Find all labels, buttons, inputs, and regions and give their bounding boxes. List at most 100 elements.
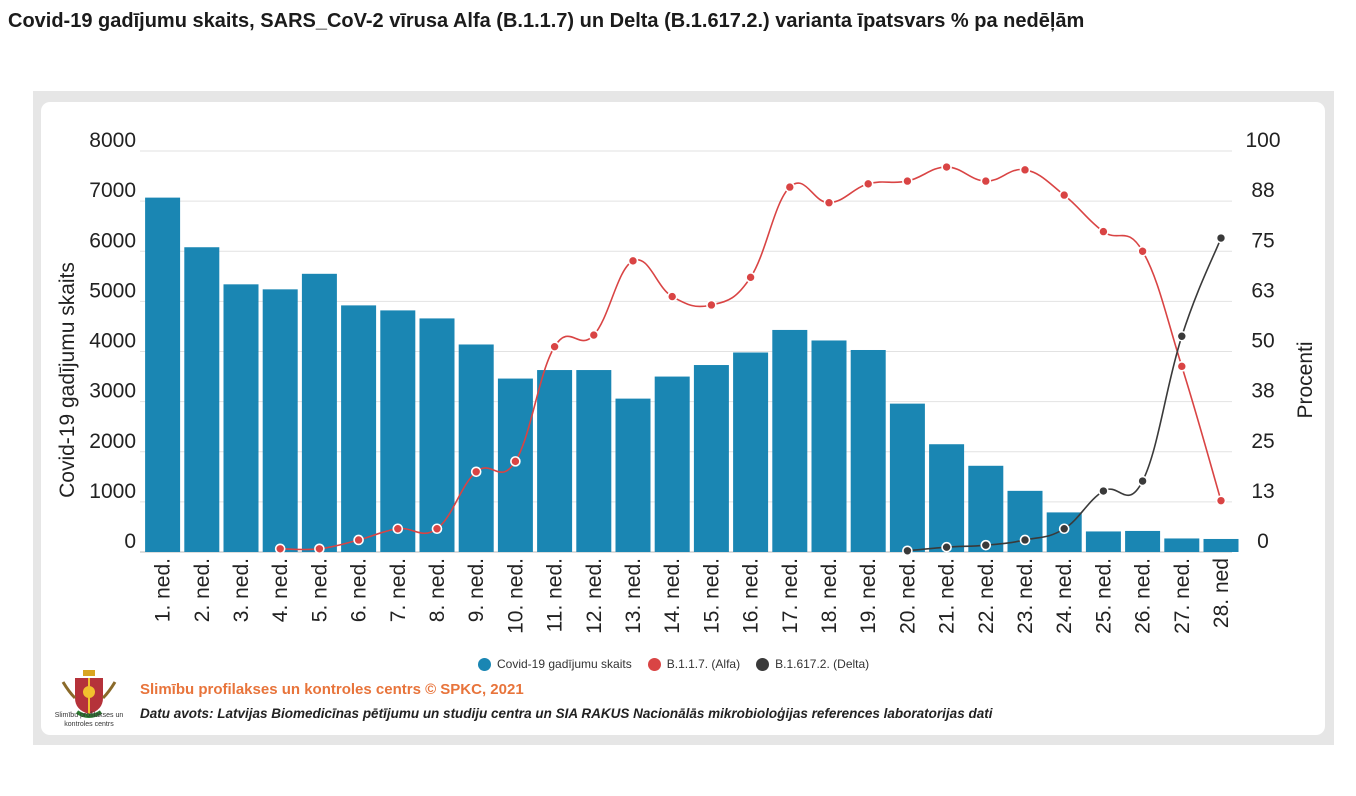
page-title: Covid-19 gadījumu skaits, SARS_CoV-2 vīr… (8, 10, 1085, 32)
bar (576, 370, 612, 552)
spkc-coat-of-arms-logo (61, 670, 117, 718)
alfa-point (1215, 495, 1227, 506)
category-label: 9. ned. (465, 558, 488, 622)
left-tick-label: 0 (124, 530, 136, 553)
left-tick-label: 2000 (89, 430, 136, 453)
right-axis-title: Procenti (1294, 341, 1317, 418)
bar (733, 352, 769, 552)
bar (811, 340, 847, 552)
right-tick-label: 75 (1251, 229, 1274, 252)
alfa-point (980, 175, 992, 187)
category-label: 17. ned. (779, 558, 802, 634)
legend-label-delta: B.1.617.2. (Delta) (775, 657, 870, 671)
bar (380, 310, 416, 552)
left-tick-label: 7000 (89, 179, 136, 202)
legend-marker-delta (756, 657, 770, 671)
left-axis-ticks: 8000 7000 6000 5000 4000 3000 2000 1000 0 (89, 129, 136, 553)
right-tick-label: 0 (1257, 530, 1269, 553)
left-tick-label: 5000 (89, 279, 136, 302)
alfa-point (274, 543, 286, 555)
left-tick-label: 8000 (89, 129, 136, 152)
legend: Covid-19 gadījumu skaits B.1.1.7. (Alfa)… (478, 657, 875, 671)
alfa-point (353, 534, 364, 546)
right-axis-ticks: 100 88 75 63 50 38 25 13 0 (1245, 129, 1280, 553)
category-label: 15. ned. (700, 558, 723, 634)
bar (654, 376, 690, 552)
alfa-point (862, 178, 874, 190)
delta-point (902, 545, 913, 557)
bar (693, 365, 729, 552)
bar (889, 403, 925, 552)
bar (1085, 531, 1121, 552)
category-label: 8. ned. (426, 558, 449, 622)
category-label: 26. ned. (1132, 558, 1155, 634)
right-tick-label: 25 (1251, 430, 1274, 453)
category-label: 18. ned. (818, 558, 841, 634)
category-label: 20. ned. (896, 558, 919, 634)
left-tick-label: 3000 (89, 380, 136, 403)
legend-marker-cases (478, 657, 491, 671)
alfa-point (941, 161, 952, 173)
bar (537, 370, 573, 552)
bar (929, 444, 965, 552)
delta-point (980, 539, 992, 551)
category-label: 11. ned. (544, 558, 567, 632)
category-label: 1. ned. (152, 558, 175, 622)
delta-line (907, 237, 1222, 552)
alfa-point (1019, 164, 1031, 176)
category-label: 5. ned. (308, 558, 331, 622)
category-label: 21. ned. (936, 558, 959, 634)
right-tick-label: 63 (1251, 279, 1274, 302)
delta-point (1137, 475, 1148, 487)
right-tick-label: 13 (1251, 480, 1274, 503)
bar (968, 465, 1004, 552)
legend-item-cases[interactable]: Covid-19 gadījumu skaits (478, 657, 632, 671)
legend-label-cases: Covid-19 gadījumu skaits (497, 657, 632, 671)
legend-item-alfa[interactable]: B.1.1.7. (Alfa) (647, 657, 741, 671)
delta-point (1098, 485, 1109, 497)
source-organization: Slimību profilakses un kontroles centrs … (140, 681, 524, 698)
category-label: 12. ned. (583, 558, 606, 634)
bar (223, 284, 259, 552)
delta-point (1215, 232, 1227, 244)
category-label: 4. ned. (269, 558, 292, 622)
bar (1203, 538, 1239, 552)
legend-item-delta[interactable]: B.1.617.2. (Delta) (756, 657, 869, 671)
alfa-point (706, 299, 717, 311)
alfa-point (823, 197, 835, 209)
category-labels: 1. ned. 2. ned. 3. ned. 4. ned. 5. ned. 6. ne… (152, 558, 1233, 634)
alfa-point (431, 523, 443, 535)
bar (850, 349, 886, 552)
category-label: 16. ned. (740, 558, 763, 634)
bar (184, 247, 220, 553)
category-label: 13. ned. (622, 558, 645, 634)
category-label: 28. ned (1210, 558, 1233, 628)
right-tick-label: 88 (1251, 179, 1274, 202)
delta-point (941, 541, 952, 553)
alfa-point (627, 255, 639, 267)
alfa-point (549, 341, 560, 352)
logo-caption: Slimību profilakses un kontroles centrs (54, 712, 124, 728)
category-label: 2. ned. (191, 558, 214, 622)
alfa-point (784, 181, 796, 193)
delta-point (1058, 523, 1070, 535)
legend-marker-alfa (647, 657, 661, 671)
category-label: 22. ned. (975, 558, 998, 634)
right-tick-label: 50 (1251, 330, 1274, 353)
legend-label-alfa: B.1.1.7. (Alfa) (666, 657, 741, 671)
data-source-note: Datu avots: Latvijas Biomedicīnas pētīju… (140, 706, 993, 721)
alfa-point (902, 175, 913, 187)
alfa-point (1058, 189, 1070, 201)
bar (341, 305, 377, 552)
right-tick-label: 38 (1251, 380, 1274, 403)
alfa-point (1098, 226, 1109, 237)
left-tick-label: 1000 (89, 480, 136, 503)
category-label: 6. ned. (348, 558, 371, 622)
bar (1164, 538, 1200, 552)
left-axis-title: Covid-19 gadījumu skaits (56, 262, 79, 498)
alfa-point (745, 272, 756, 283)
right-tick-label: 100 (1245, 129, 1280, 152)
bar-series (145, 197, 1239, 553)
delta-point (1176, 330, 1188, 342)
alfa-point (314, 543, 325, 555)
